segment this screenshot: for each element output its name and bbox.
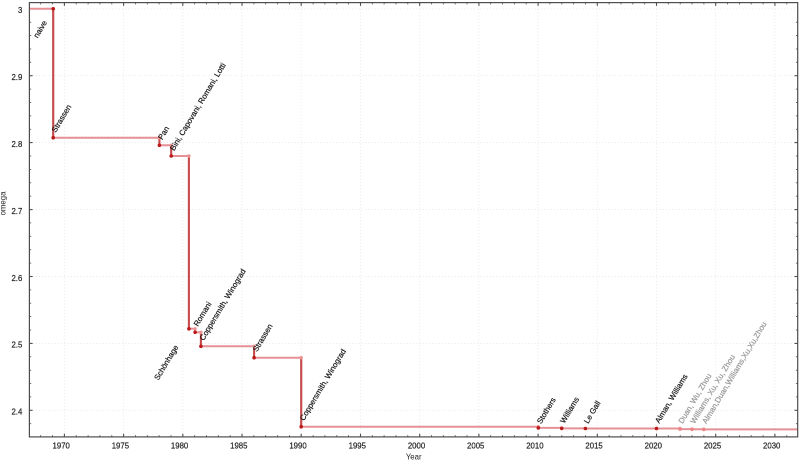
svg-text:Le Gall: Le Gall: [582, 399, 603, 425]
svg-text:2.5: 2.5: [11, 341, 23, 350]
svg-text:1970: 1970: [53, 441, 71, 450]
svg-text:2005: 2005: [467, 441, 485, 450]
svg-text:naive: naive: [32, 19, 49, 40]
svg-text:2015: 2015: [585, 441, 603, 450]
svg-text:Alman,Duan,Williams,Xu,Xu,Zhou: Alman,Duan,Williams,Xu,Xu,Zhou: [700, 320, 768, 425]
svg-text:Williams: Williams: [558, 395, 581, 425]
svg-text:2.4: 2.4: [11, 408, 23, 417]
svg-text:1990: 1990: [289, 441, 307, 450]
svg-text:3: 3: [18, 6, 22, 15]
svg-text:2010: 2010: [526, 441, 544, 450]
svg-text:2025: 2025: [704, 441, 722, 450]
svg-text:Schönhage: Schönhage: [152, 343, 180, 381]
svg-text:Bini, Capovani, Romani, Lotti: Bini, Capovani, Romani, Lotti: [168, 61, 228, 152]
svg-text:1975: 1975: [112, 441, 130, 450]
svg-text:omega: omega: [0, 191, 8, 216]
svg-text:1985: 1985: [230, 441, 248, 450]
svg-text:2.7: 2.7: [11, 207, 22, 216]
svg-text:1980: 1980: [171, 441, 189, 450]
svg-text:2.8: 2.8: [11, 140, 22, 149]
svg-text:2.9: 2.9: [11, 73, 22, 82]
svg-text:1995: 1995: [349, 441, 367, 450]
svg-text:Coppersmith, Winograd: Coppersmith, Winograd: [298, 347, 348, 422]
svg-text:2.6: 2.6: [11, 274, 22, 283]
svg-text:Pan: Pan: [156, 125, 171, 142]
svg-text:Year: Year: [406, 452, 422, 460]
svg-text:Strassen: Strassen: [251, 322, 275, 353]
svg-text:2000: 2000: [408, 441, 426, 450]
svg-text:2030: 2030: [763, 441, 781, 450]
svg-text:2020: 2020: [645, 441, 663, 450]
